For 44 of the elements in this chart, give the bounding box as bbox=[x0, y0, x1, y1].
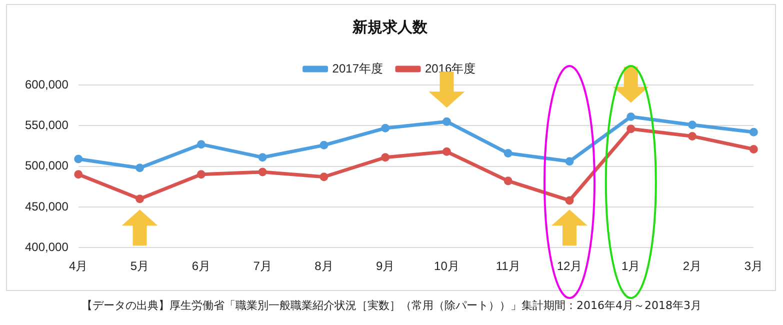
point bbox=[626, 124, 636, 134]
x-tick-label: 10月 bbox=[434, 259, 460, 274]
point bbox=[504, 149, 512, 158]
point bbox=[565, 196, 574, 205]
x-tick-label: 11月 bbox=[496, 259, 520, 274]
y-tick-label: 600,000 bbox=[24, 77, 69, 92]
x-tick-label: 8月 bbox=[314, 259, 334, 274]
point bbox=[381, 153, 390, 162]
point bbox=[749, 144, 758, 154]
x-tick-label: 9月 bbox=[376, 259, 395, 274]
point bbox=[320, 140, 328, 150]
point bbox=[749, 128, 758, 136]
x-tick-label: 7月 bbox=[253, 259, 272, 274]
point bbox=[688, 132, 697, 140]
point bbox=[196, 170, 206, 179]
legend-label: 2017年度 bbox=[332, 61, 384, 76]
point bbox=[74, 170, 83, 179]
point bbox=[320, 172, 328, 182]
chart-title: 新規求人数 bbox=[352, 18, 428, 36]
y-tick-label: 500,000 bbox=[24, 158, 69, 173]
point bbox=[136, 194, 144, 204]
point bbox=[381, 124, 390, 132]
point bbox=[626, 112, 636, 121]
x-tick-label: 4月 bbox=[69, 259, 88, 274]
point bbox=[688, 120, 697, 130]
point bbox=[258, 168, 267, 176]
x-tick-label: 12月 bbox=[556, 259, 582, 274]
x-tick-label: 1月 bbox=[622, 259, 640, 274]
point bbox=[258, 153, 267, 162]
point bbox=[136, 164, 144, 172]
y-tick-label: 550,000 bbox=[24, 118, 69, 132]
point bbox=[74, 154, 83, 164]
x-tick-label: 6月 bbox=[192, 259, 210, 274]
point bbox=[442, 117, 451, 126]
x-tick-label: 2月 bbox=[682, 259, 702, 274]
text: 【データの出典】厚生労働省「職業別一般職業紹介状況［実数］（常用（除パート））」集計期間：2016年4月～2018年3月 bbox=[80, 298, 702, 313]
point bbox=[565, 157, 574, 166]
y-tick-label: 450,000 bbox=[24, 199, 69, 214]
x-tick-label: 3月 bbox=[744, 259, 764, 274]
point bbox=[196, 140, 206, 149]
y-tick-label: 400,000 bbox=[24, 240, 69, 254]
point bbox=[504, 176, 512, 186]
point bbox=[442, 147, 451, 156]
x-tick-label: 5月 bbox=[130, 259, 150, 274]
